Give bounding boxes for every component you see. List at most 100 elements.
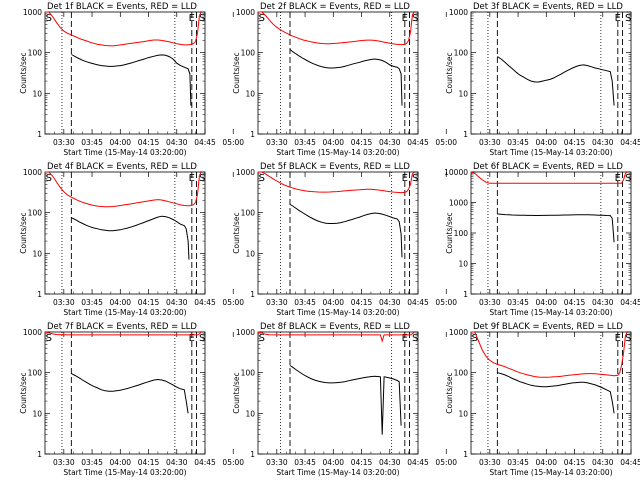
x-tick-label: 03:45 [81, 298, 103, 307]
series-events-line [497, 372, 615, 414]
y-tick-label: 10 [245, 249, 255, 258]
chart-panel-4: Det 4f BLACK = Events, RED = LLD 1 10 100 10… [19, 162, 244, 317]
x-tick-label: 05:00 [222, 138, 244, 147]
marker-S: S [625, 13, 631, 24]
marker-E: E [402, 13, 408, 24]
chart-panel-3: Det 3f BLACK = Events, RED = LLD 1 10 100 10… [445, 2, 640, 157]
x-tick-label: 04:00 [322, 138, 344, 147]
marker-E: E [402, 333, 408, 344]
x-tick-label: 04:15 [138, 458, 160, 467]
x-tick-label: 04:15 [564, 138, 586, 147]
x-tick-label: 03:45 [294, 138, 316, 147]
x-tick-label: 03:30 [479, 138, 501, 147]
y-tick-label: 100 [241, 369, 256, 378]
x-tick-label: 04:15 [138, 298, 160, 307]
series-events-line [289, 365, 402, 435]
x-axis-label: Start Time (15-May-14 03:20:00) [276, 308, 399, 317]
chart-title: Det 7f BLACK = Events, RED = LLD [47, 322, 197, 332]
y-tick-label: 100 [241, 49, 256, 58]
x-tick-label: 04:00 [109, 138, 131, 147]
x-tick-label: 04:45 [620, 298, 640, 307]
x-axis-label: Start Time (15-May-14 03:20:00) [63, 468, 186, 477]
y-tick-label: 10000 [444, 168, 468, 177]
series-events-line [497, 213, 615, 243]
plot-frame [257, 11, 419, 135]
x-tick-label: 04:15 [351, 298, 373, 307]
chart-panel-6: Det 6f BLACK = Events, RED = LLD 1 10 100 10… [444, 162, 640, 317]
series-events-line [71, 373, 189, 414]
y-tick-label: 100 [28, 209, 43, 218]
y-tick-label: 1 [463, 290, 468, 299]
series-lld-line [470, 171, 628, 184]
y-tick-label: 10 [245, 89, 255, 98]
plot-frame [257, 331, 419, 455]
y-tick-label: 1000 [236, 8, 255, 17]
x-tick-label: 04:30 [592, 138, 614, 147]
x-tick-label: 04:30 [592, 298, 614, 307]
x-axis-label: Start Time (15-May-14 03:20:00) [489, 308, 612, 317]
x-tick-label: 03:45 [507, 138, 529, 147]
y-tick-label: 100 [454, 49, 469, 58]
y-tick-label: 1000 [23, 328, 42, 337]
y-tick-label: 1 [37, 450, 42, 459]
y-tick-label: 10 [32, 409, 42, 418]
y-tick-label: 1 [250, 290, 255, 299]
y-axis-label: Counts/sec [19, 212, 28, 253]
x-tick-label: 04:15 [564, 458, 586, 467]
x-tick-label: 03:30 [266, 298, 288, 307]
x-tick-label: 03:45 [507, 298, 529, 307]
x-tick-label: 04:45 [194, 138, 216, 147]
series-lld-line [45, 171, 202, 208]
x-tick-label: 04:00 [535, 298, 557, 307]
chart-title: Det 6f BLACK = Events, RED = LLD [473, 162, 623, 172]
y-tick-label: 100 [241, 209, 256, 218]
x-tick-label: 03:45 [81, 138, 103, 147]
series-lld-line [258, 171, 415, 194]
x-tick-label: 04:45 [407, 458, 429, 467]
series-events-line [71, 54, 192, 106]
series-lld-line [471, 331, 628, 378]
x-tick-label: 04:45 [620, 458, 640, 467]
marker-S: S [259, 173, 265, 184]
chart-panel-5: Det 5f BLACK = Events, RED = LLD 1 10 100 10… [232, 162, 457, 317]
marker-S: S [46, 13, 52, 24]
x-tick-label: 04:30 [379, 298, 401, 307]
chart-title: Det 1f BLACK = Events, RED = LLD [47, 2, 197, 12]
y-tick-label: 10 [245, 409, 255, 418]
x-tick-label: 03:30 [479, 458, 501, 467]
x-tick-label: 04:30 [379, 458, 401, 467]
y-axis-label: Counts/sec [445, 212, 454, 253]
x-tick-label: 03:30 [479, 298, 501, 307]
chart-panel-8: Det 8f BLACK = Events, RED = LLD 1 10 100 10… [232, 322, 457, 477]
x-tick-label: 04:15 [138, 138, 160, 147]
marker-E: E [615, 13, 621, 24]
plot-frame [470, 171, 632, 295]
y-tick-label: 1000 [23, 8, 42, 17]
series-events-line [289, 203, 403, 258]
y-axis-label: Counts/sec [445, 52, 454, 93]
y-tick-label: 1 [37, 130, 42, 139]
x-axis-label: Start Time (15-May-14 03:20:00) [276, 148, 399, 157]
y-tick-label: 1 [250, 450, 255, 459]
marker-E: E [189, 333, 195, 344]
x-tick-label: 05:00 [222, 298, 244, 307]
marker-S: S [199, 173, 205, 184]
y-axis-label: Counts/sec [19, 52, 28, 93]
x-tick-label: 04:30 [166, 298, 188, 307]
x-axis-label: Start Time (15-May-14 03:20:00) [63, 148, 186, 157]
x-tick-label: 03:45 [294, 298, 316, 307]
y-tick-label: 1000 [449, 328, 468, 337]
marker-E: E [189, 13, 195, 24]
series-lld-line [44, 331, 202, 336]
x-tick-label: 04:00 [322, 458, 344, 467]
chart-title: Det 3f BLACK = Events, RED = LLD [473, 2, 623, 12]
x-tick-label: 04:15 [351, 138, 373, 147]
chart-title: Det 8f BLACK = Events, RED = LLD [260, 322, 410, 332]
y-tick-label: 1000 [23, 168, 42, 177]
x-tick-label: 04:00 [322, 298, 344, 307]
y-tick-label: 100 [454, 229, 469, 238]
y-tick-label: 1 [463, 450, 468, 459]
marker-S: S [625, 333, 631, 344]
y-tick-label: 1000 [236, 328, 255, 337]
marker-S: S [259, 333, 265, 344]
